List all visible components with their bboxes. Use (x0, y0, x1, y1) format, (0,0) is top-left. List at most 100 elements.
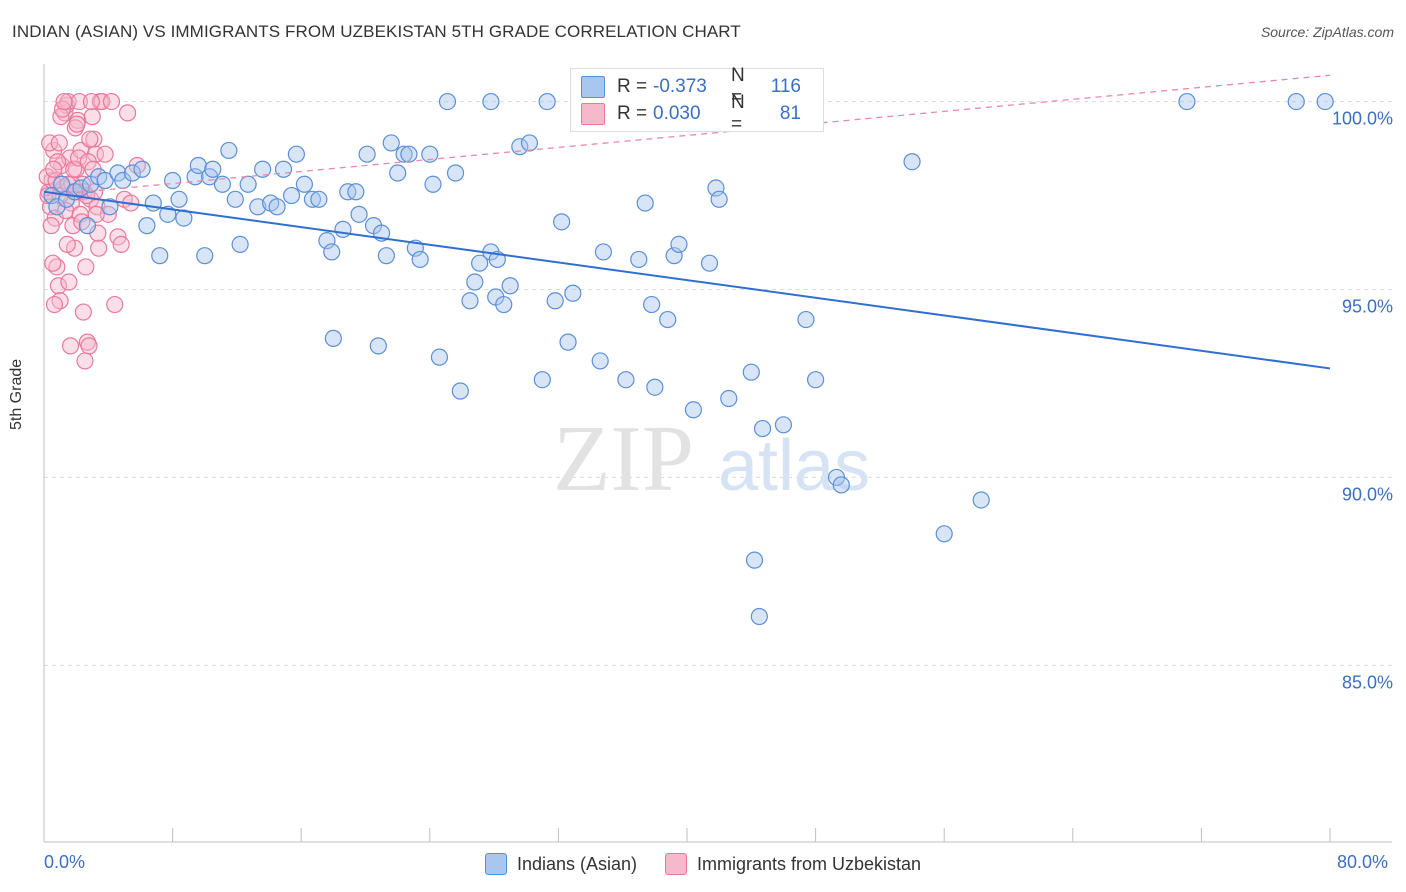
legend-item-indians[interactable]: Indians (Asian) (484, 853, 637, 875)
data-point-uzbekistan (55, 92, 73, 111)
y-tick-label: 85.0% (1342, 672, 1393, 692)
data-point-indians (424, 175, 442, 193)
data-point-indians (318, 232, 336, 250)
data-point-uzbekistan (69, 149, 88, 167)
data-point-indians (151, 247, 169, 265)
y-tick-label: 95.0% (1342, 297, 1393, 317)
data-point-indians (96, 171, 114, 190)
data-point-indians (935, 525, 953, 543)
data-point-indians (446, 164, 465, 182)
data-point-indians (347, 183, 365, 201)
legend-n-label: N = (731, 65, 745, 108)
data-point-indians (395, 145, 413, 163)
data-point-indians (495, 295, 513, 314)
legend-label-indians: Indians (Asian) (516, 853, 637, 874)
data-point-indians (382, 134, 400, 152)
data-point-uzbekistan (82, 92, 101, 111)
data-point-indians (451, 382, 469, 400)
watermark-atlas: atlas (718, 426, 870, 506)
data-point-indians (323, 243, 341, 261)
data-point-indians (377, 247, 395, 265)
data-point-indians (594, 243, 613, 261)
data-point-indians (295, 175, 314, 193)
data-point-indians (249, 198, 267, 216)
data-point-indians (646, 378, 664, 396)
y-tick-label: 90.0% (1342, 484, 1393, 504)
legend-swatch-blue (581, 76, 605, 98)
data-point-uzbekistan (50, 134, 68, 152)
data-point-indians (324, 329, 342, 347)
data-point-indians (665, 247, 683, 265)
data-point-indians (164, 171, 182, 190)
data-point-indians (421, 145, 439, 163)
data-point-indians (684, 401, 703, 419)
data-point-indians (471, 254, 489, 272)
data-point-indians (254, 160, 272, 178)
data-point-indians (797, 310, 815, 329)
data-point-indians (591, 352, 609, 370)
data-point-indians (389, 164, 407, 182)
legend-r-value: 0.030 (653, 103, 701, 124)
legend-row-uzbekistan: R = 0.030 N = 81 (581, 92, 801, 135)
data-point-uzbekistan (60, 273, 78, 291)
x-tick-label-max: 80.0% (1337, 852, 1389, 872)
data-point-indians (231, 235, 249, 254)
data-point-indians (742, 363, 760, 381)
data-point-indians (520, 134, 539, 152)
trend-lines (43, 74, 1331, 370)
watermark: ZIP atlas (553, 407, 870, 511)
legend-label-uzbekistan: Immigrants from Uzbekistan (697, 853, 922, 874)
axes (43, 64, 1392, 843)
data-point-indians (287, 145, 305, 163)
data-point-indians (411, 250, 429, 269)
data-point-indians (226, 190, 244, 208)
legend-item-uzbekistan[interactable]: Immigrants from Uzbekistan (665, 853, 921, 875)
correlation-legend: R = -0.373 N = 116 R = 0.030 N = 81 (570, 65, 824, 135)
data-point-indians (358, 145, 376, 163)
data-point-indians (501, 277, 519, 295)
data-point-indians (636, 194, 654, 212)
data-point-uzbekistan (49, 277, 68, 295)
data-point-uzbekistan (112, 235, 130, 254)
data-point-indians (750, 607, 768, 626)
data-point-indians (1316, 92, 1334, 111)
data-point-uzbekistan (68, 115, 86, 133)
data-point-indians (806, 371, 825, 389)
data-point-indians (430, 348, 449, 366)
data-point-indians (720, 389, 738, 408)
legend-n-value: 116 (770, 76, 801, 97)
data-point-uzbekistan (74, 303, 92, 321)
legend-swatch-pink (665, 853, 687, 875)
data-point-uzbekistan (42, 217, 60, 235)
data-point-indians (774, 416, 793, 434)
data-point-indians (400, 145, 418, 163)
data-point-uzbekistan (58, 235, 76, 254)
data-point-indians (138, 217, 156, 235)
legend-swatch-blue (484, 853, 507, 875)
data-point-indians (553, 213, 571, 231)
data-point-uzbekistan (96, 145, 114, 163)
data-point-indians (144, 194, 162, 212)
data-point-indians (466, 273, 484, 291)
legend-n-value: 81 (779, 103, 801, 124)
data-point-indians (213, 175, 232, 193)
data-point-indians (204, 160, 222, 178)
data-point-uzbekistan (80, 337, 98, 355)
data-point-indians (745, 551, 764, 569)
data-point-uzbekistan (106, 295, 124, 314)
data-point-indians (438, 92, 457, 111)
legend-row-indians: R = -0.373 N = 116 (581, 65, 801, 108)
data-point-indians (710, 190, 728, 208)
data-point-indians (461, 292, 479, 310)
data-point-uzbekistan (41, 134, 59, 152)
data-point-uzbekistan (77, 258, 95, 276)
data-point-indians (753, 419, 772, 438)
data-point-indians (630, 250, 648, 269)
data-point-uzbekistan (83, 108, 101, 126)
data-point-indians (659, 310, 677, 329)
data-point-indians (538, 92, 556, 111)
data-point-indians (1287, 92, 1305, 111)
data-point-indians (643, 295, 661, 314)
trend-line-indians (43, 190, 1331, 370)
data-point-indians (239, 175, 257, 193)
